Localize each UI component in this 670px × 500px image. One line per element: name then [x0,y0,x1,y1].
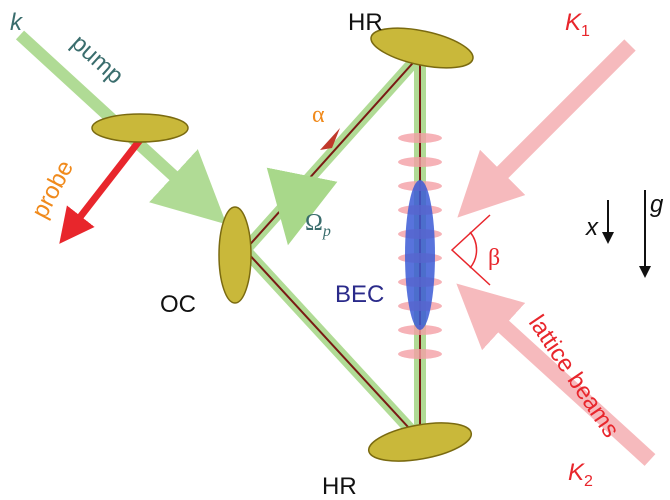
cavity-beam [240,50,426,445]
label-main: Ω [305,210,323,236]
angle-arc [469,231,478,269]
label: HR [322,473,357,500]
mirror [91,113,189,143]
arrow [266,167,338,246]
angle [450,214,491,286]
label: K1 [565,9,590,40]
label: K2 [568,459,593,490]
lattice-beam [456,283,656,466]
label: Ωp [305,210,331,240]
label-sub: 1 [581,23,590,40]
mirrors [91,27,474,462]
cavity-core [244,54,421,441]
label: β [488,245,500,271]
beams [15,30,656,466]
label-main: K [565,9,582,36]
label: BEC [335,281,384,308]
label-main: K [568,459,585,486]
label: HR [348,9,383,36]
label-sub: p [322,223,331,240]
label: α [312,102,325,128]
label: g [650,191,664,218]
mirror-hr [367,422,473,462]
bec [405,180,435,330]
label: probe [26,156,79,223]
lattice-beam [457,39,636,218]
mirror-oc [218,206,252,304]
mirror-hr [370,27,474,69]
label: OC [160,291,196,318]
arrow [320,128,340,150]
label: k [10,9,24,36]
label: lattice beams [523,310,624,442]
label: x [585,214,599,241]
label-sub: 2 [584,473,593,490]
probe-beam [59,137,143,244]
